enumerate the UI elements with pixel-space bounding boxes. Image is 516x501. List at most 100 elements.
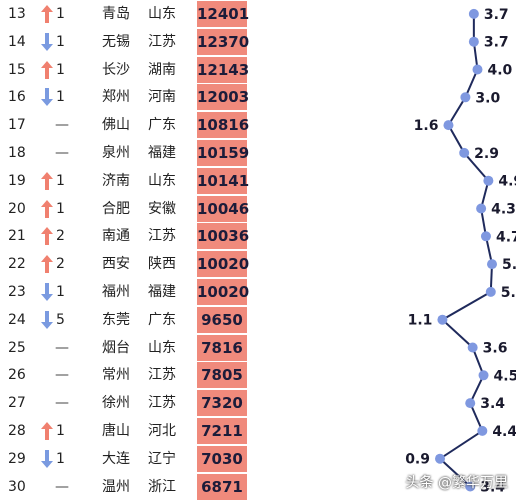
growth-label: 4.4 <box>492 424 516 440</box>
city-name: 济南 <box>102 172 130 189</box>
arrow-up-icon <box>41 60 53 79</box>
province-name: 辽宁 <box>148 450 176 467</box>
rank-number: 21 <box>8 228 26 245</box>
province-name: 福建 <box>148 284 176 300</box>
growth-point <box>459 147 470 158</box>
table-row: 27 — 徐州 江苏 7320 <box>0 389 516 417</box>
growth-label: 3.4 <box>480 480 505 496</box>
growth-point <box>465 398 476 409</box>
growth-label: 2.9 <box>474 146 499 162</box>
table-row: 15 1 长沙 湖南 12143 <box>0 56 516 84</box>
rank-change-value: 5 <box>56 311 65 328</box>
rank-number: 19 <box>8 172 26 189</box>
growth-point <box>437 314 448 325</box>
table-row: 18 — 泉州 福建 10159 <box>0 139 516 167</box>
rank-number: 22 <box>8 256 26 273</box>
city-name: 合肥 <box>102 200 130 217</box>
growth-label: 1.1 <box>408 313 433 329</box>
rank-change-value: 1 <box>56 61 65 78</box>
table-row: 30 — 温州 浙江 6871 <box>0 473 516 501</box>
gdp-bar <box>197 195 247 222</box>
growth-point <box>467 342 478 353</box>
arrow-up-icon <box>41 5 53 23</box>
table-row: 21 2 南通 江苏 10036 <box>0 222 516 250</box>
city-name: 郑州 <box>102 89 130 106</box>
growth-label: 4.7 <box>496 229 516 245</box>
gdp-value: 6871 <box>201 477 243 496</box>
table-row: 14 1 无锡 江苏 12370 <box>0 28 516 56</box>
growth-label: 4.0 <box>487 63 512 79</box>
city-name: 无锡 <box>102 33 130 50</box>
rank-unchanged-dash: — <box>55 339 69 356</box>
gdp-value: 10159 <box>197 144 250 162</box>
gdp-bar <box>197 418 247 444</box>
gdp-value: 12370 <box>197 32 250 51</box>
rank-change-value: 1 <box>56 33 65 50</box>
growth-point <box>443 120 454 131</box>
gdp-bar <box>197 140 247 166</box>
growth-label: 3.6 <box>483 341 508 357</box>
growth-label: 1.6 <box>414 118 439 134</box>
growth-point <box>485 286 496 297</box>
rank-unchanged-dash: — <box>55 367 69 384</box>
city-name: 长沙 <box>102 61 130 78</box>
rank-number: 20 <box>8 200 26 217</box>
province-name: 湖南 <box>148 61 176 78</box>
gdp-bar <box>197 112 247 139</box>
province-name: 山东 <box>148 339 176 356</box>
city-name: 唐山 <box>102 423 130 439</box>
arrow-up-icon <box>41 199 53 218</box>
gdp-bar <box>197 223 247 250</box>
gdp-value: 9650 <box>201 310 243 329</box>
city-name: 徐州 <box>102 395 130 412</box>
growth-point <box>468 36 479 47</box>
gdp-value: 10020 <box>197 255 250 274</box>
gdp-bar <box>197 28 247 55</box>
growth-point <box>480 231 491 242</box>
gdp-value: 7816 <box>201 338 243 357</box>
rank-number: 23 <box>8 284 26 300</box>
arrow-up-icon <box>41 227 53 246</box>
province-name: 河北 <box>148 423 176 439</box>
rank-change-value: 2 <box>56 256 65 273</box>
gdp-bar <box>197 362 247 389</box>
gdp-bar <box>197 473 247 500</box>
gdp-value: 7211 <box>201 422 243 440</box>
gdp-value: 10141 <box>197 171 250 190</box>
province-name: 陕西 <box>148 256 176 273</box>
city-name: 佛山 <box>102 117 130 134</box>
growth-label: 3.4 <box>480 396 505 412</box>
rank-change-value: 1 <box>56 6 65 22</box>
rank-change-value: 1 <box>56 200 65 217</box>
growth-series-line <box>438 13 494 488</box>
table-row: 13 1 青岛 山东 12401 <box>0 0 516 28</box>
city-name: 西安 <box>102 256 130 273</box>
arrow-down-icon <box>41 283 53 301</box>
rank-change-value: 1 <box>56 172 65 189</box>
rank-number: 27 <box>8 395 26 412</box>
growth-point <box>477 425 488 436</box>
rank-number: 18 <box>8 145 26 161</box>
table-row: 20 1 合肥 安徽 10046 <box>0 195 516 223</box>
watermark: 头条 @繁华万里 <box>405 475 508 491</box>
city-name: 烟台 <box>102 339 130 356</box>
growth-point <box>472 64 483 75</box>
growth-point <box>468 8 479 19</box>
rank-change-value: 1 <box>56 423 65 439</box>
table-row: 17 — 佛山 广东 10816 <box>0 111 516 139</box>
table-row: 25 — 烟台 山东 7816 <box>0 334 516 362</box>
gdp-value: 12003 <box>197 88 250 107</box>
growth-point <box>460 92 471 103</box>
growth-point <box>478 370 489 381</box>
arrow-up-icon <box>41 422 53 440</box>
arrow-down-icon <box>41 310 53 329</box>
rank-number: 24 <box>8 311 26 328</box>
rank-number: 14 <box>8 33 26 50</box>
growth-label: 0.9 <box>405 452 430 468</box>
growth-label: 5.2 <box>502 257 516 273</box>
gdp-bar <box>197 390 247 417</box>
rank-number: 15 <box>8 61 26 78</box>
table-row: 19 1 济南 山东 10141 <box>0 167 516 195</box>
